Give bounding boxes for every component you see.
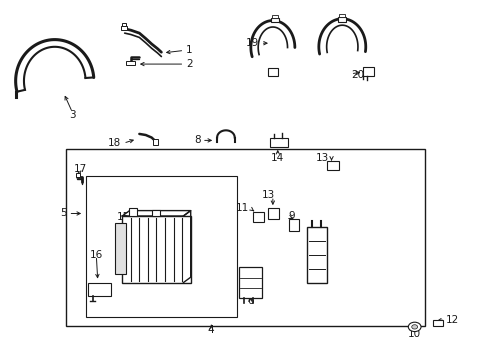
Circle shape [411,325,417,329]
Text: 20: 20 [350,70,364,80]
Bar [122,216,190,283]
Text: 8: 8 [193,135,200,145]
Bar [272,15,278,18]
Bar [362,67,373,76]
Text: 16: 16 [89,249,102,260]
Bar [238,267,262,298]
Bar [339,14,345,17]
Bar [152,139,158,145]
Text: 6: 6 [246,296,253,306]
Bar [338,17,346,22]
Bar [267,68,277,76]
Bar [122,23,126,26]
Bar [128,208,137,216]
Text: 18: 18 [108,138,121,148]
Bar [115,223,125,274]
Bar [288,219,299,231]
Bar [66,149,425,326]
Bar [267,208,278,219]
Text: 13: 13 [261,190,274,200]
Bar [271,18,279,22]
Bar [306,227,326,283]
Text: 10: 10 [407,329,420,339]
Bar [85,176,237,317]
Text: 4: 4 [207,325,214,336]
Text: 7: 7 [313,244,320,254]
Bar [76,173,80,177]
Text: 3: 3 [69,110,76,120]
Bar [88,283,111,296]
Bar [151,210,160,216]
Text: 15: 15 [116,212,129,222]
Text: 12: 12 [445,315,458,325]
Bar [126,61,135,65]
Text: 1: 1 [185,45,192,55]
Text: 9: 9 [288,211,295,221]
Text: 11: 11 [236,203,249,213]
Text: 17: 17 [73,164,86,174]
Text: 5: 5 [60,208,67,219]
Bar [326,161,338,170]
Bar [121,26,127,30]
Bar [252,212,263,222]
Text: 14: 14 [270,153,284,163]
Circle shape [407,322,420,332]
Bar [270,138,287,147]
Text: 13: 13 [315,153,329,163]
Text: 19: 19 [245,38,259,48]
Bar [432,320,442,326]
Text: 2: 2 [185,59,192,69]
